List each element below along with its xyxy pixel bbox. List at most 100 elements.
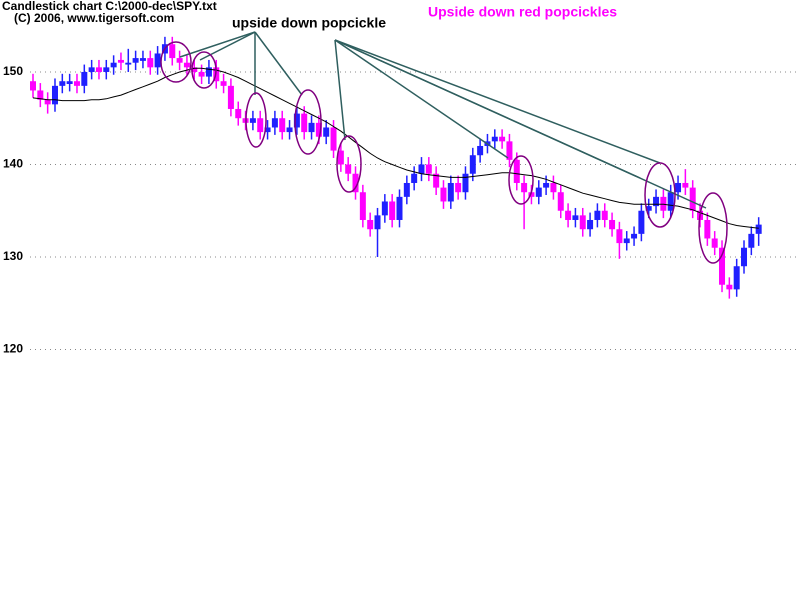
- candle-body: [279, 118, 286, 133]
- candle-body: [719, 247, 726, 285]
- candle-body: [293, 113, 300, 128]
- candle-body: [51, 85, 58, 105]
- candle-body: [396, 196, 403, 220]
- annotation: Upside down red popcickles: [428, 4, 617, 20]
- candle-body: [308, 122, 315, 133]
- chart-title: Candlestick chart C:\2000-dec\SPY.txt: [2, 0, 217, 13]
- candle-body: [88, 67, 95, 72]
- candle-body: [249, 118, 256, 123]
- candle-body: [411, 173, 418, 183]
- candle-body: [154, 53, 161, 68]
- candle-body: [689, 187, 696, 211]
- candle-body: [30, 81, 36, 91]
- candle-body: [352, 173, 359, 193]
- candle-body: [374, 215, 381, 230]
- candle-body: [733, 266, 740, 290]
- candle-body: [755, 224, 762, 234]
- candle-body: [535, 187, 542, 197]
- candle-body: [433, 173, 440, 188]
- pointer: [179, 31, 256, 58]
- candle-body: [645, 206, 652, 211]
- candle-body: [726, 284, 733, 290]
- pointer: [334, 39, 346, 141]
- candle-body: [103, 67, 110, 72]
- candle-body: [594, 210, 601, 220]
- pointer-lines: [179, 31, 707, 209]
- candle-body: [543, 182, 550, 188]
- candle-body: [682, 182, 689, 188]
- candle-body: [117, 59, 124, 63]
- candle-body: [81, 71, 88, 86]
- candle-body: [425, 164, 432, 174]
- candle-body: [381, 201, 388, 216]
- candle-body: [741, 247, 748, 267]
- candle-body: [557, 192, 564, 211]
- pointer: [334, 39, 707, 209]
- candle-body: [301, 113, 308, 133]
- candle-body: [609, 219, 616, 230]
- candle-body: [95, 67, 102, 72]
- candle-body: [623, 238, 630, 244]
- candle-body: [132, 58, 139, 63]
- candle-body: [565, 210, 572, 220]
- circle: [698, 192, 728, 264]
- candle-body: [183, 62, 190, 68]
- candle-body: [477, 145, 484, 156]
- circle: [245, 92, 267, 148]
- candle-body: [147, 58, 154, 68]
- candle-body: [550, 182, 557, 193]
- candle-body: [469, 155, 476, 174]
- candle-body: [139, 58, 146, 61]
- candle-body: [638, 210, 645, 234]
- circle: [294, 89, 322, 155]
- candle-body: [205, 67, 212, 77]
- circles: [160, 41, 728, 264]
- y-tick-label: 140: [3, 157, 23, 171]
- candle-body: [499, 136, 506, 142]
- candle-body: [462, 173, 469, 193]
- candle-body: [440, 187, 447, 202]
- candle-body: [579, 215, 586, 230]
- circle: [508, 155, 534, 205]
- candle-body: [359, 192, 366, 220]
- moving-average: [32, 67, 759, 229]
- candle-body: [418, 164, 425, 174]
- candle-body: [345, 164, 352, 174]
- candle-body: [455, 182, 462, 193]
- chart-subtitle: (C) 2006, www.tigersoft.com: [14, 11, 174, 25]
- candle-body: [198, 71, 205, 77]
- y-tick-label: 120: [3, 342, 23, 356]
- pointer: [334, 39, 509, 159]
- candle-body: [491, 136, 498, 142]
- candle-body: [330, 127, 337, 151]
- y-tick-label: 150: [3, 64, 23, 78]
- candle-body: [616, 229, 623, 244]
- candle-body: [264, 127, 271, 133]
- candle-body: [748, 233, 755, 248]
- candle-body: [44, 99, 51, 105]
- pointer: [254, 31, 303, 96]
- candle-body: [73, 81, 80, 86]
- candle-body: [176, 58, 183, 63]
- circle: [160, 41, 192, 83]
- candle-body: [367, 219, 374, 230]
- pointer: [334, 39, 661, 164]
- candle-body: [675, 182, 682, 193]
- candle-body: [711, 238, 718, 248]
- candle-body: [631, 233, 638, 239]
- plot: 120 130 140 150: [3, 36, 800, 356]
- annotation: upside down popcickle: [232, 15, 386, 31]
- candle-body: [447, 182, 454, 202]
- candle-body: [125, 62, 132, 65]
- candle-body: [191, 67, 198, 72]
- candle-body: [227, 85, 234, 109]
- candle-body: [601, 210, 608, 220]
- candle-body: [660, 196, 667, 211]
- candle-body: [704, 219, 711, 239]
- candle-body: [667, 192, 674, 211]
- candle-body: [389, 201, 396, 220]
- candle-body: [653, 196, 660, 207]
- circle: [644, 162, 676, 228]
